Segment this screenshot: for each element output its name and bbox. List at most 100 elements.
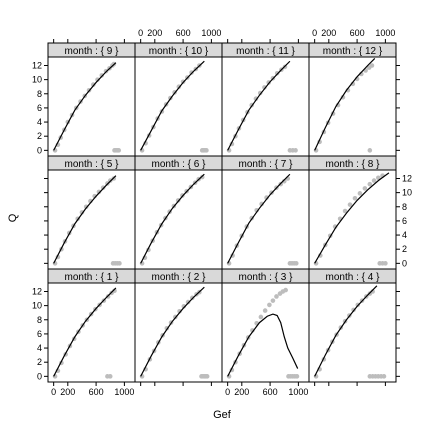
y-tick-label: 12 bbox=[32, 60, 42, 70]
y-axis-title: Q bbox=[7, 213, 19, 222]
y-tick-label: 8 bbox=[402, 202, 407, 212]
point-series bbox=[52, 288, 117, 379]
data-point bbox=[258, 314, 264, 320]
y-tick-label: 6 bbox=[37, 103, 42, 113]
data-point bbox=[204, 374, 210, 379]
y-tick-label: 4 bbox=[37, 117, 42, 127]
data-point bbox=[293, 261, 299, 266]
panel-frame bbox=[134, 282, 223, 383]
data-point bbox=[262, 308, 268, 313]
fit-line bbox=[53, 287, 117, 377]
panel: month : { 6 } bbox=[134, 155, 223, 270]
data-point bbox=[369, 63, 375, 68]
data-point bbox=[370, 289, 375, 294]
y-tick-label: 4 bbox=[37, 343, 42, 353]
x-tick-label: 600 bbox=[263, 387, 278, 397]
panel-frame bbox=[308, 282, 397, 383]
point-series bbox=[139, 289, 210, 379]
data-point bbox=[250, 328, 255, 333]
data-point bbox=[293, 148, 298, 153]
x-tick-label: 200 bbox=[234, 387, 249, 397]
x-tick-label: 200 bbox=[60, 387, 75, 397]
y-tick-label: 2 bbox=[37, 131, 42, 141]
fit-line bbox=[227, 60, 291, 151]
point-series bbox=[226, 176, 299, 266]
x-axis-title: Gef bbox=[213, 409, 232, 421]
x-tick-label: 0 bbox=[138, 28, 143, 38]
panel: month : { 8 } bbox=[308, 155, 397, 270]
data-point bbox=[181, 304, 187, 309]
y-tick-label: 4 bbox=[402, 230, 407, 240]
data-point bbox=[367, 148, 373, 153]
data-point bbox=[99, 73, 105, 78]
x-tick-label: 600 bbox=[350, 28, 365, 38]
fit-line bbox=[53, 62, 117, 151]
point-series bbox=[226, 64, 298, 153]
panel-frame bbox=[221, 282, 310, 383]
data-point bbox=[283, 287, 288, 293]
data-point bbox=[259, 201, 264, 207]
fit-line bbox=[314, 172, 390, 264]
x-tick-label: 1000 bbox=[114, 387, 134, 397]
data-point bbox=[376, 175, 381, 181]
x-tick-label: 0 bbox=[225, 387, 230, 397]
data-point bbox=[116, 148, 122, 153]
x-tick-label: 600 bbox=[89, 387, 104, 397]
panel: month : { 3 } bbox=[221, 268, 310, 383]
point-series bbox=[313, 173, 388, 266]
point-series bbox=[52, 61, 122, 153]
panel-strip-label: month : { 8 } bbox=[326, 159, 381, 170]
data-point bbox=[352, 195, 358, 201]
point-series bbox=[313, 63, 375, 153]
point-series bbox=[226, 287, 300, 379]
x-tick-label: 1000 bbox=[375, 28, 395, 38]
y-tick-label: 0 bbox=[37, 371, 42, 381]
panel-frame bbox=[47, 56, 136, 157]
panel-strip-label: month : { 6 } bbox=[152, 159, 207, 170]
y-tick-label: 2 bbox=[402, 244, 407, 254]
y-tick-label: 10 bbox=[32, 75, 42, 85]
x-tick-label: 600 bbox=[176, 28, 191, 38]
point-series bbox=[139, 63, 209, 153]
data-point bbox=[347, 202, 353, 207]
data-point bbox=[342, 208, 348, 214]
data-point bbox=[177, 308, 182, 314]
panel: month : { 12 } bbox=[308, 42, 397, 157]
fit-line bbox=[314, 57, 376, 151]
data-point bbox=[262, 85, 267, 90]
panel-strip-label: month : { 1 } bbox=[65, 272, 120, 283]
fit-line bbox=[140, 286, 205, 377]
point-series bbox=[139, 174, 205, 266]
panel: month : { 9 } bbox=[47, 42, 136, 157]
panel-frame bbox=[221, 56, 310, 157]
x-tick-label: 1000 bbox=[288, 387, 308, 397]
panel-strip-label: month : { 5 } bbox=[65, 159, 120, 170]
data-point bbox=[270, 298, 276, 303]
point-series bbox=[313, 289, 387, 379]
y-tick-label: 10 bbox=[402, 188, 412, 198]
y-tick-label: 0 bbox=[37, 145, 42, 155]
panel-strip-label: month : { 12 } bbox=[323, 46, 383, 57]
x-tick-label: 200 bbox=[147, 28, 162, 38]
data-point bbox=[83, 204, 89, 210]
panel-frame bbox=[308, 56, 397, 157]
panel-frame bbox=[47, 169, 136, 270]
fit-line bbox=[227, 173, 291, 264]
y-tick-label: 12 bbox=[402, 173, 412, 183]
data-point bbox=[107, 374, 113, 379]
panel-strip-label: month : { 11 } bbox=[236, 46, 295, 57]
panel: month : { 4 } bbox=[308, 268, 397, 383]
panel: month : { 2 } bbox=[134, 268, 223, 383]
y-tick-label: 0 bbox=[402, 258, 407, 268]
x-tick-label: 0 bbox=[51, 387, 56, 397]
panel-strip-label: month : { 3 } bbox=[239, 272, 294, 283]
data-point bbox=[362, 186, 368, 191]
panel-strip-label: month : { 9 } bbox=[65, 46, 120, 57]
y-tick-label: 12 bbox=[32, 286, 42, 296]
data-point bbox=[204, 148, 209, 153]
data-point bbox=[117, 261, 122, 266]
panels-layer: month : { 9 } month : { 10 } month : { 11 … bbox=[47, 42, 397, 383]
data-point bbox=[274, 70, 280, 76]
